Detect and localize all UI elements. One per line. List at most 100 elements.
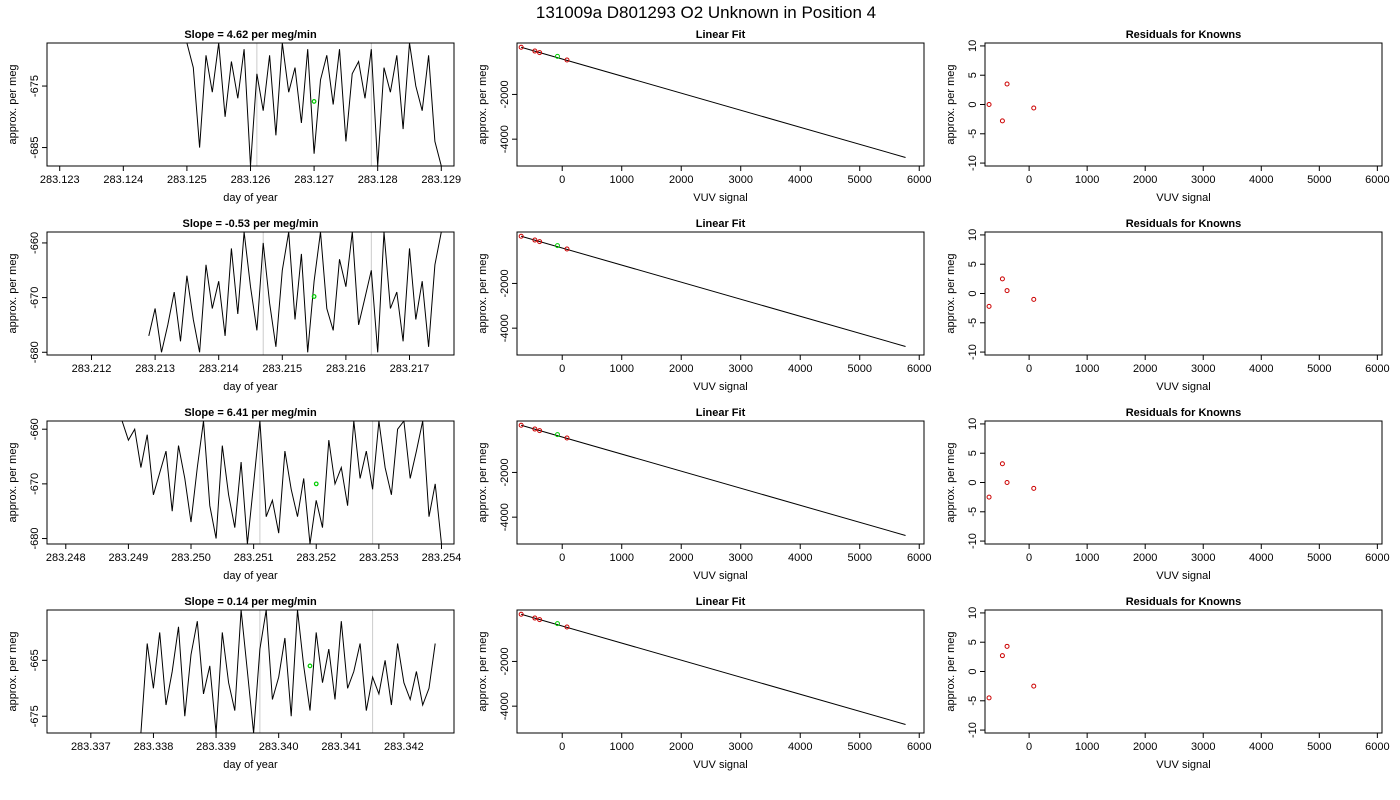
x-tick-label: 4000 xyxy=(788,741,812,753)
x-tick-label: 283.213 xyxy=(135,363,175,375)
x-tick-label: 1000 xyxy=(1075,741,1099,753)
x-tick-label: 283.212 xyxy=(72,363,112,375)
plot-area xyxy=(518,233,906,347)
y-tick-label: -670 xyxy=(29,473,41,495)
y-tick-label: -685 xyxy=(29,137,41,159)
plot-area xyxy=(140,610,436,733)
x-tick-label: 1000 xyxy=(1075,174,1099,186)
residual-point xyxy=(999,461,1005,467)
x-tick-label: 6000 xyxy=(907,174,931,186)
y-tick-label: -2000 xyxy=(499,647,511,675)
x-tick-label: 283.338 xyxy=(134,741,174,753)
fit-line xyxy=(521,613,906,725)
x-tick-label: 283.253 xyxy=(359,552,399,564)
y-tick-label: 10 xyxy=(967,40,979,52)
x-tick-label: 2000 xyxy=(669,174,693,186)
x-tick-label: 4000 xyxy=(788,174,812,186)
residual-point xyxy=(999,276,1005,282)
plot-area xyxy=(518,44,906,158)
x-axis-label: day of year xyxy=(223,759,278,771)
y-tick-label: 10 xyxy=(967,229,979,241)
known-point xyxy=(564,57,570,63)
unknown-point xyxy=(307,663,313,669)
y-axis-label: approx. per meg xyxy=(7,64,19,144)
x-tick-label: 3000 xyxy=(728,174,752,186)
x-tick-label: 3000 xyxy=(728,741,752,753)
y-tick-label: -665 xyxy=(29,649,41,671)
x-tick-label: 3000 xyxy=(728,363,752,375)
residual-point xyxy=(1004,480,1010,485)
x-tick-label: 5000 xyxy=(1307,741,1331,753)
residual-point xyxy=(986,102,992,107)
x-tick-label: 4000 xyxy=(788,363,812,375)
y-tick-label: 0 xyxy=(967,101,979,107)
y-tick-label: 5 xyxy=(967,261,979,267)
x-tick-label: 1000 xyxy=(609,363,633,375)
y-tick-label: -10 xyxy=(967,344,979,360)
residual-point xyxy=(1031,105,1037,111)
panel-1-1: Linear Fit 0 1000 2000 3000 4000 5000 6000 -2000… xyxy=(477,218,931,393)
x-tick-label: 283.341 xyxy=(321,741,361,753)
x-tick-label: 283.126 xyxy=(231,174,271,186)
plot-area xyxy=(518,422,906,536)
x-tick-label: 2000 xyxy=(669,741,693,753)
x-tick-label: 283.214 xyxy=(199,363,239,375)
known-point xyxy=(564,435,570,441)
plot-frame xyxy=(516,420,925,545)
x-tick-label: 2000 xyxy=(1133,363,1157,375)
panel-title: Residuals for Knowns xyxy=(1126,29,1242,41)
x-tick-label: 5000 xyxy=(1307,363,1331,375)
y-axis-label: approx. per meg xyxy=(7,631,19,711)
residual-point xyxy=(986,494,992,500)
y-tick-label: -4000 xyxy=(499,314,511,342)
x-tick-label: 283.128 xyxy=(358,174,398,186)
known-point xyxy=(537,50,543,56)
plot-frame xyxy=(984,231,1383,356)
x-tick-label: 1000 xyxy=(609,741,633,753)
x-axis-label: day of year xyxy=(223,381,278,393)
x-tick-label: 1000 xyxy=(1075,552,1099,564)
panel-3-1: Linear Fit 0 1000 2000 3000 4000 5000 6000 -2000… xyxy=(477,596,931,771)
y-tick-label: -5 xyxy=(967,318,979,328)
x-tick-label: 6000 xyxy=(907,741,931,753)
panel-title: Linear Fit xyxy=(696,29,746,41)
x-tick-label: 0 xyxy=(559,174,565,186)
y-tick-label: -660 xyxy=(29,232,41,254)
panel-2-0: Slope = 6.41 per meg/min 283.248 283.249 28… xyxy=(7,407,461,582)
x-axis-label: day of year xyxy=(223,570,278,582)
unknown-point xyxy=(554,621,560,627)
y-axis-label: approx. per meg xyxy=(477,64,489,144)
residual-point xyxy=(999,118,1005,124)
x-tick-label: 1000 xyxy=(1075,363,1099,375)
x-tick-label: 4000 xyxy=(1249,552,1273,564)
y-axis-label: approx. per meg xyxy=(945,631,957,711)
y-axis-label: approx. per meg xyxy=(945,442,957,522)
y-axis-label: approx. per meg xyxy=(477,631,489,711)
panel-1-0: Slope = -0.53 per meg/min 283.212 283.213 2… xyxy=(7,218,455,393)
known-point xyxy=(532,615,538,621)
panel-1-2: Residuals for Knowns 0 1000 2000 3000 4000 500… xyxy=(945,218,1390,393)
known-point xyxy=(518,611,524,617)
residual-point xyxy=(1004,81,1010,87)
residual-point xyxy=(1004,288,1010,294)
y-tick-label: -680 xyxy=(29,528,41,550)
plot-frame xyxy=(46,420,455,545)
x-tick-label: 6000 xyxy=(1365,741,1389,753)
x-tick-label: 4000 xyxy=(1249,174,1273,186)
x-tick-label: 283.249 xyxy=(109,552,149,564)
panel-2-2: Residuals for Knowns 0 1000 2000 3000 4000 500… xyxy=(945,407,1390,582)
y-tick-label: 5 xyxy=(967,450,979,456)
panel-0-1: Linear Fit 0 1000 2000 3000 4000 5000 6000 -2000… xyxy=(477,29,931,204)
x-axis-label: VUV signal xyxy=(693,381,747,393)
y-tick-label: -680 xyxy=(29,341,41,363)
y-tick-label: 0 xyxy=(967,668,979,674)
y-tick-label: -2000 xyxy=(499,458,511,486)
x-tick-label: 2000 xyxy=(1133,552,1157,564)
y-tick-label: -5 xyxy=(967,696,979,706)
x-tick-label: 0 xyxy=(1026,552,1032,564)
y-tick-label: -2000 xyxy=(499,269,511,297)
unknown-point xyxy=(311,294,317,299)
x-tick-label: 0 xyxy=(1026,174,1032,186)
panel-2-1: Linear Fit 0 1000 2000 3000 4000 5000 6000 -2000… xyxy=(477,407,931,582)
panel-title: Slope = -0.53 per meg/min xyxy=(182,218,318,230)
